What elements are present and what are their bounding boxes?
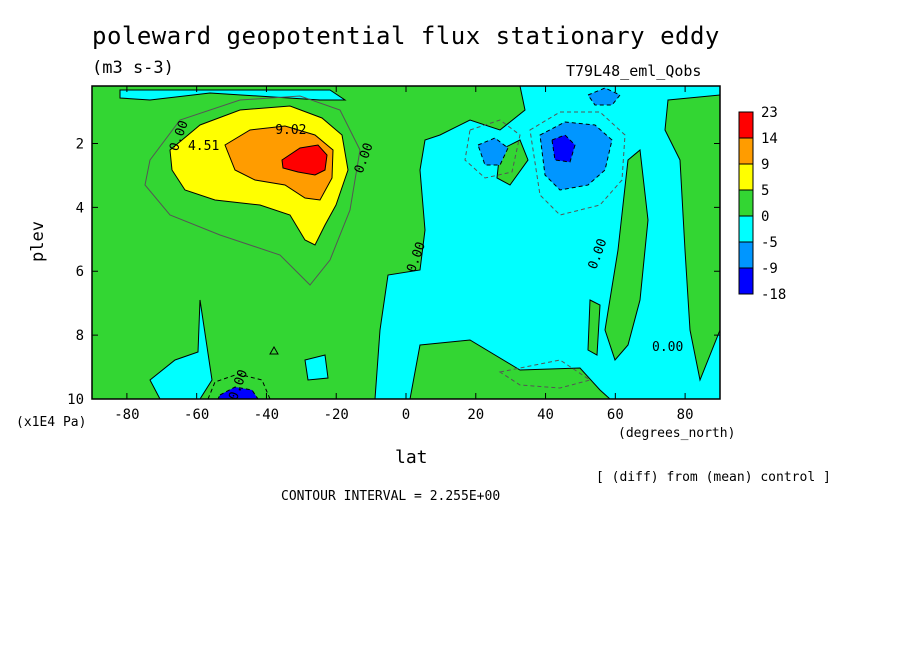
contour-line-3 — [464, 119, 521, 179]
colorbar-label: 23 — [761, 105, 778, 121]
positive-patch-north-4 — [587, 299, 601, 356]
x-tick-label: -60 — [184, 407, 209, 423]
small-triangle — [269, 345, 279, 355]
colorbar-label: -5 — [761, 235, 778, 251]
positive-region-9 — [224, 125, 334, 201]
diff-note: [ (diff) from (mean) control ] — [596, 470, 831, 485]
x-axis-ticks: -80 -60 -40 -20 0 20 40 60 80 — [114, 86, 694, 423]
x-tick-label: -20 — [324, 407, 349, 423]
y-axis-unit: (x1E4 Pa) — [16, 415, 87, 430]
x-tick-label: 0 — [402, 407, 410, 423]
colorbar-label: -18 — [761, 287, 786, 303]
colorbar-swatch — [738, 241, 754, 269]
contour-line-4 — [498, 359, 592, 389]
negative-pocket-southwest — [149, 299, 213, 399]
x-tick-label: -80 — [114, 407, 139, 423]
x-tick-label: 80 — [677, 407, 694, 423]
negative-region-north-core — [551, 134, 576, 163]
colorbar-swatch — [738, 215, 754, 243]
negative-region-north-b — [477, 137, 509, 166]
negative-region-south-ring — [207, 373, 271, 399]
x-tick-label: 40 — [537, 407, 554, 423]
colorbar-swatch — [738, 111, 754, 139]
contour-label: 4.51 — [188, 139, 219, 154]
x-tick-label: -40 — [254, 407, 279, 423]
x-tick-label: 20 — [467, 407, 484, 423]
contour-line-1 — [144, 95, 361, 286]
colorbar-swatch — [738, 189, 754, 217]
x-axis-label: lat — [395, 447, 428, 468]
y-tick-label: 10 — [67, 392, 84, 408]
colorbar-label: 14 — [761, 131, 778, 147]
positive-patch-north-3 — [604, 149, 649, 361]
positive-region-14 — [281, 144, 328, 176]
units-label: (m3 s-3) — [92, 58, 174, 78]
contour-label: 0.00 — [652, 340, 683, 355]
run-label: T79L48_eml_Qobs — [566, 62, 702, 80]
contour-line-2 — [529, 111, 626, 216]
y-axis-ticks: 2 4 6 8 10 — [67, 136, 720, 408]
negative-region-north-c — [587, 87, 621, 106]
colorbar-label: 0 — [761, 209, 769, 225]
colorbar-swatch — [738, 137, 754, 165]
x-tick-label: 60 — [607, 407, 624, 423]
contour-label: 9.02 — [275, 123, 306, 138]
colorbar-swatch — [738, 163, 754, 191]
y-tick-label: 2 — [76, 136, 84, 152]
contour-interval: CONTOUR INTERVAL = 2.255E+00 — [281, 489, 501, 504]
colorbar-swatch — [738, 267, 754, 295]
colorbar-label: 5 — [761, 183, 769, 199]
colorbar-label: -9 — [761, 261, 778, 277]
positive-patch-north-2 — [664, 94, 720, 382]
negative-pocket-mid — [304, 354, 329, 381]
colorbar: 23 14 9 5 0 -5 -9 -18 — [738, 105, 786, 303]
chart-title: poleward geopotential flux stationary ed… — [92, 22, 720, 50]
y-tick-label: 4 — [76, 200, 84, 216]
negative-pocket-south — [119, 89, 347, 101]
colorbar-label: 9 — [761, 157, 769, 173]
y-tick-label: 6 — [76, 264, 84, 280]
y-tick-label: 8 — [76, 328, 84, 344]
x-axis-unit: (degrees_north) — [618, 426, 736, 441]
